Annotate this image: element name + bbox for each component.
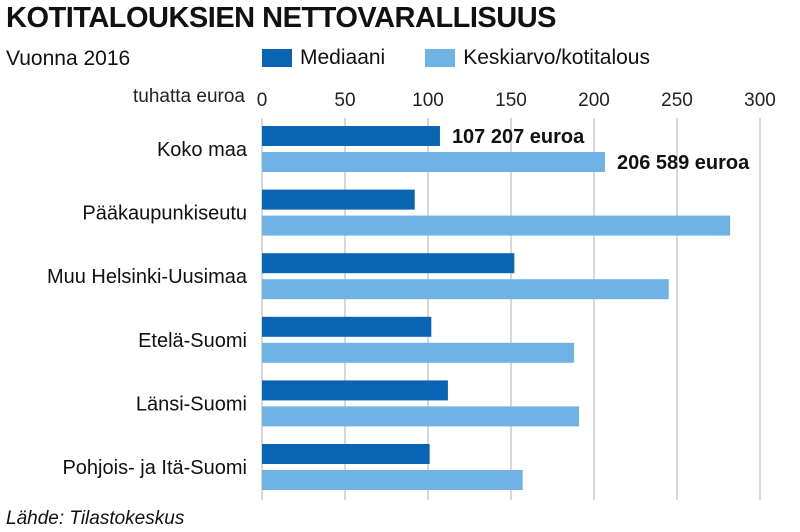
bar: [262, 215, 731, 236]
category-label: Muu Helsinki-Uusimaa: [47, 266, 248, 288]
category-label: Länsi-Suomi: [136, 393, 247, 415]
x-tick-label: 150: [495, 90, 527, 111]
bar: [262, 342, 575, 363]
x-tick-label: 200: [578, 90, 610, 111]
bar: [262, 380, 448, 401]
x-tick-label: 250: [661, 90, 693, 111]
legend-label-median: Mediaani: [300, 46, 386, 69]
legend-swatch-mean: [425, 49, 456, 67]
x-tick-label: 100: [412, 90, 444, 111]
bar: [262, 189, 415, 210]
bar: [262, 316, 432, 337]
bar: [262, 279, 669, 300]
bar: [262, 470, 523, 490]
legend-item-mean: Keskiarvo/kotitalous: [425, 46, 650, 70]
x-tick-label: 50: [334, 90, 355, 111]
data-label: 206 589 euroa: [617, 152, 750, 174]
x-tick-label: 300: [744, 90, 776, 111]
bar: [262, 152, 605, 172]
x-tick-label: 0: [257, 90, 268, 111]
category-label: Pääkaupunkiseutu: [82, 203, 247, 225]
bar: [262, 126, 440, 146]
legend-swatch-median: [262, 49, 292, 67]
data-label: 107 207 euroa: [452, 126, 585, 148]
source-note: Lähde: Tilastokeskus: [6, 508, 185, 529]
bar: [262, 406, 580, 427]
chart-title: KOTITALOUKSIEN NETTOVARALLISUUS: [6, 2, 557, 34]
chart-subtitle: Vuonna 2016: [6, 47, 131, 70]
bar: [262, 253, 515, 274]
category-label: Pohjois- ja Itä-Suomi: [62, 457, 247, 479]
legend-label-mean: Keskiarvo/kotitalous: [463, 46, 650, 69]
legend: Mediaani Keskiarvo/kotitalous: [262, 46, 690, 70]
unit-label: tuhatta euroa: [133, 86, 245, 107]
category-label: Koko maa: [157, 139, 248, 161]
category-label: Etelä-Suomi: [138, 330, 247, 352]
legend-item-median: Mediaani: [262, 46, 385, 70]
bar: [262, 444, 430, 464]
